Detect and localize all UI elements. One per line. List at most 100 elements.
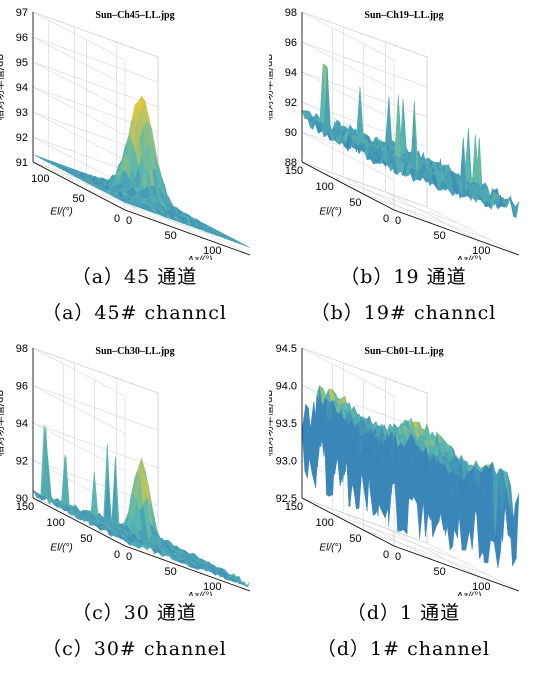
az-axis-line	[124, 209, 251, 256]
z-tick-label: 90	[285, 127, 297, 139]
el-tick-label: 0	[114, 549, 120, 561]
el-axis-line	[301, 497, 395, 547]
el-tick-label: 150	[285, 165, 303, 177]
az-tick-label: 50	[165, 230, 177, 242]
caption-cn-a: （a）45 通道	[71, 266, 198, 288]
az-axis-label: Az/(°)	[186, 255, 212, 260]
z-tick-label: 92	[16, 456, 28, 468]
az-tick-label: 0	[126, 215, 132, 227]
axes	[301, 12, 520, 256]
x-gridline	[74, 27, 167, 226]
z-tick-label: 92	[16, 132, 28, 144]
axes	[32, 12, 251, 256]
surface-patch	[501, 199, 509, 208]
surface-mesh	[301, 385, 520, 568]
az-axis-label: Az/(°)	[455, 255, 481, 260]
z-tick-label: 98	[16, 343, 28, 355]
el-tick-label: 100	[315, 181, 333, 193]
surface-patch	[243, 581, 251, 588]
z-tick-label: 90	[16, 493, 28, 505]
chart-title: Sun–Ch19–LL.jpg	[364, 10, 443, 21]
el-tick-label: 0	[383, 549, 389, 561]
el-tick-label: 50	[349, 197, 361, 209]
el-tick-label: 150	[285, 501, 303, 513]
az-axis-label: Az/(°)	[186, 591, 212, 596]
panel-c: Sun–Ch30–LL.jpg0501001500501001509092949…	[0, 336, 269, 672]
az-tick-label: 100	[203, 245, 221, 257]
chart-title: Sun–Ch45–LL.jpg	[95, 10, 174, 21]
el-axis-label: El/(°)	[50, 542, 72, 553]
caption-en-d: （d）1# channel	[316, 638, 491, 660]
az-axis-line	[393, 209, 520, 256]
el-tick-label: 100	[315, 517, 333, 529]
z-axis-label: 相对功率值/dB	[269, 54, 275, 121]
az-tick-label: 50	[434, 230, 446, 242]
surface-chart-a: Sun–Ch45–LL.jpg0501001500501009192939495…	[0, 7, 251, 260]
z-tick-label: 92	[285, 97, 297, 109]
panel-d: Sun–Ch01–LL.jpg05010015005010015092.593.…	[269, 336, 538, 672]
az-axis-label: Az/(°)	[455, 591, 481, 596]
z-tick-label: 88	[285, 157, 297, 169]
z-tick-label: 94	[285, 67, 297, 79]
surface-mesh	[32, 95, 251, 248]
az-tick-label: 0	[395, 551, 401, 563]
z-tick-label: 96	[16, 32, 28, 44]
chart-title: Sun–Ch30–LL.jpg	[95, 346, 174, 357]
z-tick-label: 94.5	[276, 343, 297, 355]
z-axis-label: 相对功率值/dB	[0, 390, 6, 457]
z-tick-label: 93	[16, 107, 28, 119]
az-tick-label: 0	[395, 215, 401, 227]
surface-patch	[512, 493, 520, 566]
az-tick-label: 100	[472, 245, 490, 257]
z-axis-label: 相对功率值/dB	[269, 390, 275, 457]
z-tick-label: 95	[16, 57, 28, 69]
el-tick-label: 100	[31, 173, 49, 185]
z-tick-label: 97	[16, 7, 28, 19]
z-tick-label: 94	[16, 82, 28, 94]
el-axis-line	[301, 161, 395, 211]
surface-chart-c: Sun–Ch30–LL.jpg0501001500501001509092949…	[0, 343, 251, 596]
az-tick-label: 100	[472, 581, 490, 593]
z-tick-label: 93.0	[276, 456, 297, 468]
surface-mesh	[32, 424, 251, 588]
panel-a: Sun–Ch45–LL.jpg0501001500501009192939495…	[0, 0, 269, 336]
axes	[32, 348, 251, 592]
el-axis-label: El/(°)	[319, 542, 341, 553]
z-tick-label: 94	[16, 418, 28, 430]
surface-mesh	[301, 63, 520, 219]
caption-cn-c: （c）30 通道	[72, 602, 197, 624]
z-tick-label: 92.5	[276, 493, 297, 505]
panel-b: Sun–Ch19–LL.jpg0501001500501001508890929…	[269, 0, 538, 336]
az-tick-label: 100	[203, 581, 221, 593]
az-tick-label: 50	[434, 566, 446, 578]
z-tick-label: 93.5	[276, 418, 297, 430]
el-tick-label: 50	[80, 533, 92, 545]
az-tick-label: 0	[126, 551, 132, 563]
az-axis-line	[124, 545, 251, 592]
surface-patch	[512, 201, 520, 218]
el-tick-label: 50	[73, 193, 85, 205]
el-axis-label: El/(°)	[50, 206, 72, 217]
el-tick-label: 0	[114, 213, 120, 225]
az-tick-label: 50	[165, 566, 177, 578]
z-tick-label: 98	[285, 7, 297, 19]
z-tick-label: 96	[16, 381, 28, 393]
el-tick-label: 0	[383, 213, 389, 225]
caption-en-c: （c）30# channel	[42, 638, 227, 660]
el-tick-label: 50	[349, 533, 361, 545]
z-tick-label: 94.0	[276, 381, 297, 393]
x-gridline	[426, 57, 520, 256]
el-tick-label: 150	[16, 501, 34, 513]
az-axis-line	[393, 545, 520, 592]
surface-chart-d: Sun–Ch01–LL.jpg05010015005010015092.593.…	[269, 343, 520, 596]
caption-cn-d: （d）1 通道	[346, 602, 461, 624]
caption-en-a: （a）45# channcl	[42, 302, 227, 324]
surface-patch	[243, 244, 251, 248]
chart-title: Sun–Ch01–LL.jpg	[364, 346, 443, 357]
z-tick-label: 91	[16, 157, 28, 169]
el-tick-label: 100	[46, 517, 64, 529]
z-tick-label: 96	[285, 37, 297, 49]
axes	[301, 348, 520, 592]
el-axis-line	[32, 161, 126, 211]
caption-en-b: （b）19# channcl	[310, 302, 497, 324]
